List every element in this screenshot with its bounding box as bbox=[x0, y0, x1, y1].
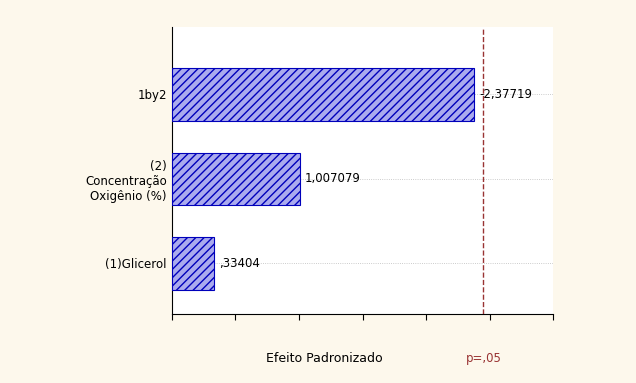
Bar bbox=[172, 68, 474, 121]
Text: p=,05: p=,05 bbox=[466, 352, 501, 365]
Text: 1,007079: 1,007079 bbox=[305, 172, 361, 185]
Text: Efeito Padronizado: Efeito Padronizado bbox=[266, 352, 383, 365]
Text: ,33404: ,33404 bbox=[219, 257, 260, 270]
Bar bbox=[172, 153, 300, 205]
Text: -2,37719: -2,37719 bbox=[479, 88, 532, 101]
Bar bbox=[172, 237, 214, 290]
